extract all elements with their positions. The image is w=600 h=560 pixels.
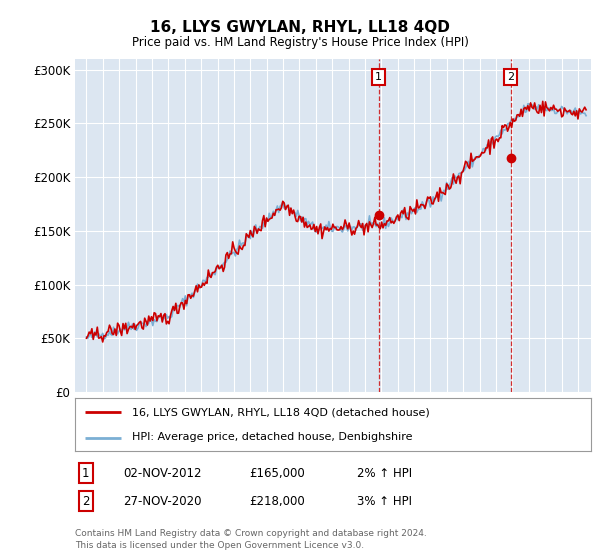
Text: 2% ↑ HPI: 2% ↑ HPI xyxy=(357,466,412,480)
Text: Price paid vs. HM Land Registry's House Price Index (HPI): Price paid vs. HM Land Registry's House … xyxy=(131,36,469,49)
Text: 2: 2 xyxy=(82,494,89,508)
Text: 27-NOV-2020: 27-NOV-2020 xyxy=(123,494,202,508)
Text: 16, LLYS GWYLAN, RHYL, LL18 4QD: 16, LLYS GWYLAN, RHYL, LL18 4QD xyxy=(150,20,450,35)
Text: Contains HM Land Registry data © Crown copyright and database right 2024.
This d: Contains HM Land Registry data © Crown c… xyxy=(75,529,427,550)
Text: 16, LLYS GWYLAN, RHYL, LL18 4QD (detached house): 16, LLYS GWYLAN, RHYL, LL18 4QD (detache… xyxy=(132,408,430,418)
Text: 1: 1 xyxy=(82,466,89,480)
Text: £218,000: £218,000 xyxy=(249,494,305,508)
Text: 02-NOV-2012: 02-NOV-2012 xyxy=(123,466,202,480)
Text: HPI: Average price, detached house, Denbighshire: HPI: Average price, detached house, Denb… xyxy=(132,432,412,442)
Text: £165,000: £165,000 xyxy=(249,466,305,480)
Text: 2: 2 xyxy=(507,72,514,82)
Text: 3% ↑ HPI: 3% ↑ HPI xyxy=(357,494,412,508)
Text: 1: 1 xyxy=(375,72,382,82)
